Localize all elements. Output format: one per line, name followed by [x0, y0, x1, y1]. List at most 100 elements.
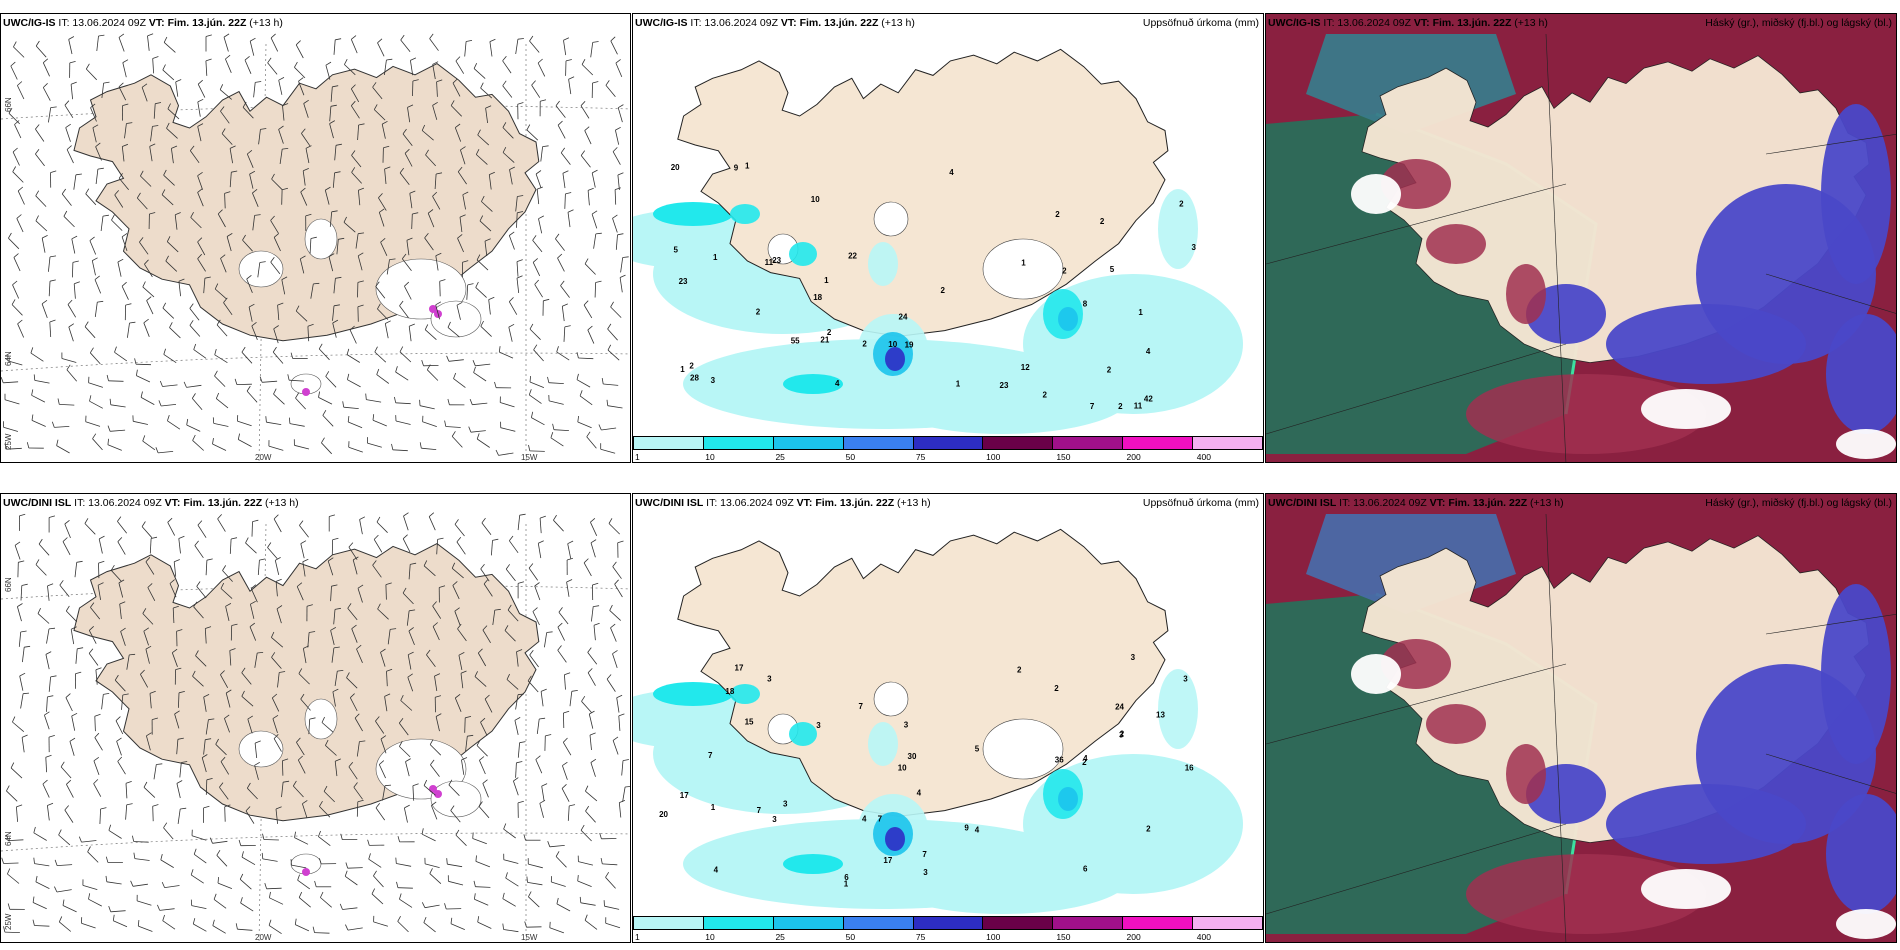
precip-area	[653, 682, 733, 706]
precip-area	[730, 684, 760, 704]
precip-value-label: 12	[1021, 363, 1030, 372]
lon-label-20w: 20W	[255, 453, 272, 462]
colorbar-segment	[1193, 916, 1263, 930]
colorbar-segment	[843, 436, 914, 450]
precip-value-label: 5	[1110, 265, 1115, 274]
precip-value-label: 19	[905, 341, 914, 350]
precip-value-label: 2	[1062, 267, 1067, 276]
precip-value-label: 20	[659, 810, 668, 819]
wind-max-spot	[434, 790, 442, 798]
precip-value-label: 2	[1054, 684, 1059, 693]
cloud-cover-map	[1266, 494, 1896, 942]
precip-value-label: 1	[1021, 259, 1026, 268]
precip-value-label: 1	[824, 276, 829, 285]
low-cloud	[1821, 104, 1891, 284]
glacier	[873, 681, 909, 717]
glacier	[873, 201, 909, 237]
colorbar-segment	[1123, 916, 1194, 930]
precip-value-label: 9	[964, 824, 969, 833]
glacier	[304, 218, 338, 260]
precip-area	[789, 722, 817, 746]
colorbar-tick-label: 200	[1126, 932, 1141, 942]
precip-value-label: 2	[1120, 730, 1125, 739]
mid-cloud	[1426, 224, 1486, 264]
precip-value-label: 4	[1146, 347, 1151, 356]
cloud-cover-map	[1266, 14, 1896, 462]
precip-value-label: 9	[734, 163, 739, 172]
colorbar-tick-label: 10	[705, 452, 715, 462]
colorbar-segment	[1193, 436, 1263, 450]
precip-value-label: 2	[941, 286, 946, 295]
glacier	[430, 780, 482, 818]
precip-value-label: 16	[1185, 764, 1194, 773]
precip-value-label: 10	[898, 763, 907, 772]
precip-area	[730, 204, 760, 224]
precip-value-label: 5	[674, 246, 679, 255]
precip-value-label: 7	[757, 806, 762, 815]
colorbar-tick-label: 75	[915, 452, 926, 462]
precip-value-label: 4	[714, 865, 719, 874]
precip-value-label: 18	[813, 293, 822, 302]
colorbar-tick-label: 150	[1056, 452, 1071, 462]
lon-label-25w: 25W	[4, 433, 13, 450]
lat-label-66n: 66N	[4, 97, 13, 112]
colorbar-tick-label: 10	[705, 932, 715, 942]
precip-value-label: 2	[1055, 210, 1060, 219]
precip-value-label: 3	[904, 721, 909, 730]
precip-value-label: 4	[835, 379, 840, 388]
cloud-map-panel-dini: UWC/DINI ISL IT: 13.06.2024 09Z VT: Fim.…	[1265, 493, 1897, 943]
precip-value-label: 11	[765, 258, 774, 267]
precip-value-label: 2	[1146, 825, 1151, 834]
precip-value-label: 13	[1156, 710, 1165, 719]
precip-value-label: 2	[827, 328, 832, 337]
precip-value-label: 2	[862, 340, 867, 349]
colorbar-segment	[843, 916, 914, 930]
colorbar-segment	[1053, 916, 1124, 930]
precip-value-label: 3	[1119, 730, 1124, 739]
wind-max-spot	[302, 388, 310, 396]
wind-barbs	[1, 512, 630, 935]
low-cloud	[1826, 794, 1896, 914]
colorbar-tick-label: 1	[635, 452, 640, 462]
precip-value-label: 17	[735, 663, 744, 672]
wind-barb-map	[1, 512, 630, 942]
colorbar-segment	[703, 436, 774, 450]
low-cloud	[1606, 304, 1806, 384]
precip-value-label: 7	[859, 702, 864, 711]
glacier	[982, 718, 1064, 780]
low-cloud	[1606, 784, 1806, 864]
colorbar-tick-label: 1	[635, 932, 640, 942]
colorbar-tick-label: 25	[775, 452, 785, 462]
precip-value-label: 2	[1043, 391, 1048, 400]
panel-title: UWC/DINI ISL IT: 13.06.2024 09Z VT: Fim.…	[3, 497, 299, 509]
iceland-land	[73, 543, 540, 822]
panel-title: UWC/IG-IS IT: 13.06.2024 09Z VT: Fim. 13…	[1268, 17, 1548, 29]
precip-value-label: 30	[908, 752, 917, 761]
colorbar-tick-label: 400	[1196, 452, 1211, 462]
colorbar-segment	[633, 916, 704, 930]
colorbar-tick-label: 75	[915, 932, 926, 942]
precip-value-label: 7	[708, 751, 713, 760]
precip-value-label: 3	[1183, 674, 1188, 683]
colorbar-segment	[633, 436, 704, 450]
precip-value-label: 23	[772, 256, 781, 265]
mid-cloud	[1426, 704, 1486, 744]
precip-value-label: 4	[917, 788, 922, 797]
glacier	[238, 730, 284, 768]
precip-value-label: 3	[1131, 653, 1136, 662]
precip-value-label: 2	[1082, 758, 1087, 767]
precip-value-label: 17	[883, 856, 892, 865]
precip-value-label: 1	[713, 253, 718, 262]
precip-area	[783, 854, 843, 874]
precip-value-label: 1	[844, 879, 849, 888]
colorbar-segment	[983, 436, 1054, 450]
precip-value-label: 21	[820, 335, 829, 344]
lat-label-64n: 64N	[4, 351, 13, 366]
lon-label-15w: 15W	[521, 933, 538, 942]
precip-colorbar: 1 10 25 50 75 100 150 200 400	[633, 434, 1263, 462]
colorbar-segment	[773, 916, 844, 930]
precip-value-label: 23	[679, 277, 688, 286]
clear-area	[1641, 869, 1731, 909]
precip-area	[1158, 669, 1198, 749]
lat-label-64n: 64N	[4, 831, 13, 846]
